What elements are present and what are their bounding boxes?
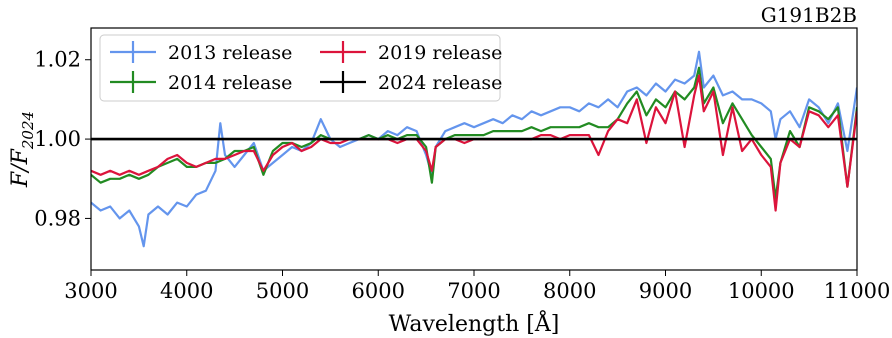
y-tick-label: 1.02: [34, 48, 81, 72]
x-tick-label: 10000: [728, 279, 795, 303]
legend-label: 2019 release: [378, 42, 502, 64]
axis-ticks: 3000 4000 5000 6000 7000 8000 9000 10000 11000 0.…: [34, 48, 890, 303]
x-tick-label: 4000: [160, 279, 213, 303]
x-tick-label: 9000: [639, 279, 692, 303]
legend-label: 2013 release: [168, 42, 292, 64]
legend-entry: 2019 release: [320, 41, 502, 64]
legend-entry: 2013 release: [110, 41, 292, 64]
x-tick-label: 3000: [64, 279, 117, 303]
legend: 2013 release 2014 release 2019 release 2024…: [99, 34, 502, 102]
x-tick-label: 11000: [824, 279, 891, 303]
y-axis-label: F/F2024: [8, 111, 37, 188]
plot-data-group: [91, 50, 857, 248]
x-tick-label: 5000: [256, 279, 309, 303]
legend-entry: 2024 release: [320, 71, 502, 94]
legend-label: 2014 release: [168, 72, 292, 94]
y-tick-label: 0.98: [34, 206, 81, 230]
legend-label: 2024 release: [378, 72, 502, 94]
legend-box: [99, 34, 501, 102]
x-tick-label: 6000: [352, 279, 405, 303]
x-axis-label: Wavelength [Å]: [389, 309, 560, 337]
legend-entry: 2014 release: [110, 71, 292, 94]
y-tick-label: 1.00: [34, 127, 81, 151]
x-tick-label: 7000: [447, 279, 500, 303]
chart-title: G191B2B: [761, 3, 857, 27]
x-tick-label: 8000: [543, 279, 596, 303]
